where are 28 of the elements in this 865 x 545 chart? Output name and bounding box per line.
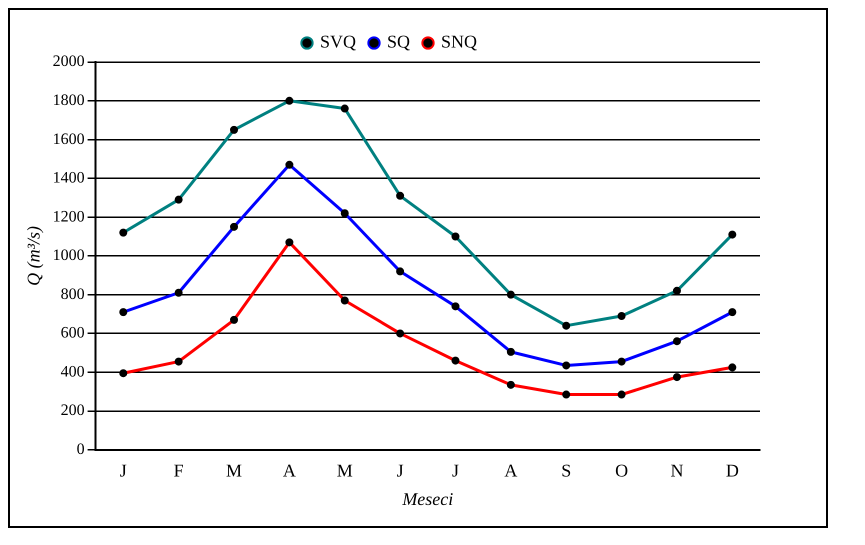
y-tick-label: 400 bbox=[60, 363, 85, 380]
y-tick-label: 600 bbox=[60, 324, 85, 342]
x-tick-label: J bbox=[396, 460, 404, 480]
y-tick-label: 0 bbox=[76, 441, 85, 458]
x-tick-label: S bbox=[561, 460, 572, 480]
y-tick-label: 800 bbox=[60, 286, 85, 303]
y-axis-title: Q (m³/s) bbox=[24, 226, 44, 286]
x-tick-label: D bbox=[726, 460, 739, 480]
x-tick-label: A bbox=[282, 460, 296, 480]
y-tick-label: 2000 bbox=[52, 53, 85, 70]
x-tick-label: J bbox=[120, 460, 127, 480]
y-tick-label: 1000 bbox=[52, 247, 85, 264]
y-tick-label: 1400 bbox=[52, 170, 85, 187]
legend-label: SNQ bbox=[441, 32, 478, 52]
legend-label: SQ bbox=[386, 32, 410, 52]
x-tick-label: M bbox=[226, 460, 242, 480]
x-tick-label: F bbox=[174, 460, 184, 480]
x-tick-label: N bbox=[670, 460, 684, 480]
y-tick-label: 1800 bbox=[52, 92, 85, 109]
x-tick-label: O bbox=[615, 460, 628, 480]
x-tick-label: J bbox=[452, 460, 459, 480]
y-tick-label: 1200 bbox=[52, 208, 85, 226]
x-tick-label: A bbox=[504, 460, 518, 480]
x-tick-label: M bbox=[336, 460, 353, 480]
x-axis-title: Meseci bbox=[401, 488, 454, 509]
legend-label: SVQ bbox=[320, 32, 356, 52]
y-tick-label: 200 bbox=[60, 402, 85, 420]
y-tick-label: 1600 bbox=[52, 130, 85, 148]
